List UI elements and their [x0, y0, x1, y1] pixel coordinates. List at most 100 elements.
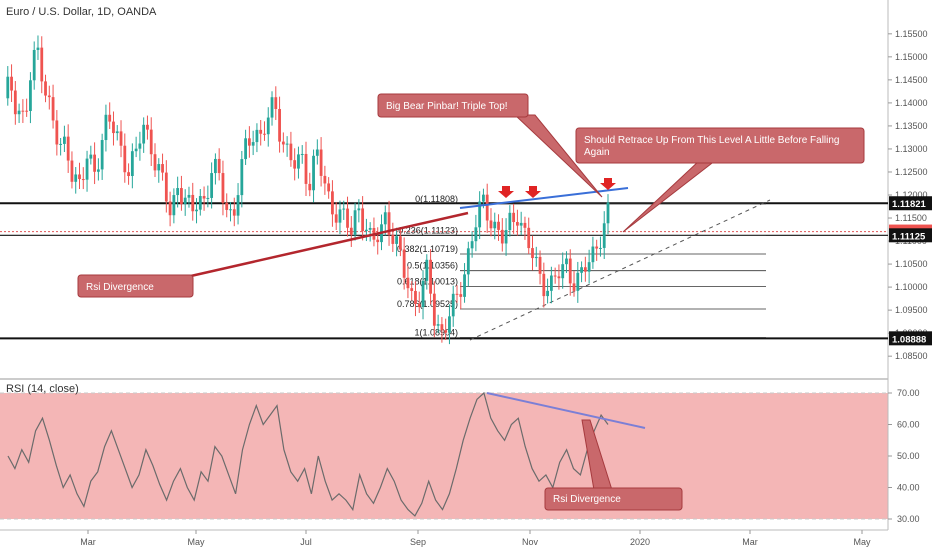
candle-body: [138, 143, 142, 149]
rsi-tick-label: 70.00: [897, 388, 920, 398]
candle-body: [304, 153, 308, 184]
candle-body: [217, 158, 221, 174]
price-tick-label: 1.11500: [895, 213, 927, 223]
candle-body: [29, 80, 32, 112]
chart-title: Euro / U.S. Dollar, 1D, OANDA: [6, 6, 157, 18]
candle-body: [89, 154, 93, 159]
candle-body: [123, 145, 127, 173]
candle-body: [161, 164, 164, 173]
candle-body: [172, 195, 176, 216]
candle-body: [395, 236, 398, 244]
candle-body: [59, 143, 63, 145]
callout-retrace-line-1: Should Retrace Up From This Level A Litt…: [584, 135, 840, 146]
fib-level-label: 1(1.08904): [414, 328, 458, 338]
candle-body: [232, 209, 236, 216]
candle-body: [240, 159, 244, 196]
candle-body: [512, 212, 516, 223]
price-tick-label: 1.09500: [895, 305, 928, 315]
candle-body: [402, 249, 406, 278]
candle-body: [112, 121, 115, 134]
fib-level-label: 0.236(1.11123): [398, 225, 458, 235]
candle-body: [153, 154, 157, 171]
candle-body: [485, 194, 489, 221]
candle-body: [266, 117, 270, 135]
candle-body: [534, 256, 538, 259]
candle-body: [195, 209, 198, 212]
top-arrow-1: [498, 186, 514, 198]
candle-body: [297, 154, 300, 169]
candle-body: [432, 293, 436, 326]
candle-body: [387, 212, 391, 235]
candle-body: [368, 227, 372, 230]
candle-body: [187, 194, 191, 198]
candle-body: [436, 324, 440, 326]
candle-body: [527, 227, 531, 249]
candle-body: [489, 220, 493, 229]
candle-body: [21, 110, 25, 112]
price-tick-label: 1.10500: [895, 259, 928, 269]
candle-body: [466, 248, 470, 275]
level-price-label: 1.08888: [892, 334, 926, 345]
level-price-box: [889, 331, 932, 346]
candle-body: [270, 97, 274, 118]
candle-body: [459, 294, 463, 297]
candle-body: [587, 262, 591, 272]
candle-body: [142, 124, 146, 144]
candle-body: [595, 246, 599, 249]
candle-body: [198, 196, 202, 210]
candle-body: [115, 131, 119, 134]
candle-body: [263, 133, 266, 135]
callout-retrace: Should Retrace Up From This Level A Litt…: [575, 127, 865, 233]
candle-body: [63, 136, 66, 144]
candle-body: [516, 222, 519, 226]
candle-body: [353, 210, 357, 235]
candle-body: [100, 140, 104, 170]
candle-body: [519, 222, 523, 226]
fib-level-label: 0(1.11808): [415, 194, 458, 204]
candle-body: [191, 194, 195, 212]
candle-body: [315, 149, 319, 156]
candle-body: [334, 214, 338, 223]
candle-body: [108, 114, 112, 122]
candle-body: [96, 169, 100, 172]
dashed-support-trendline: [469, 199, 771, 341]
candle-body: [583, 267, 587, 272]
candle-body: [10, 76, 13, 91]
candle-body: [202, 196, 206, 199]
rsi-tick-label: 60.00: [897, 420, 920, 430]
candle-body: [127, 172, 130, 177]
candle-body: [365, 229, 368, 232]
candle-body: [74, 174, 78, 182]
candle-body: [429, 259, 432, 294]
rsi-title: RSI (14, close): [6, 383, 79, 395]
candle-body: [538, 256, 542, 274]
candle-body: [504, 230, 508, 244]
candle-body: [104, 114, 108, 141]
triple-top-trendline: [459, 187, 629, 209]
candle-body: [85, 158, 89, 180]
candle-body: [357, 208, 361, 211]
candle-body: [78, 174, 81, 180]
candle-body: [410, 288, 414, 291]
level-price-label: 1.11821: [892, 199, 927, 210]
rsi-band: [0, 393, 888, 519]
candle-body: [81, 179, 85, 181]
candle-body: [157, 164, 161, 171]
candle-body: [319, 149, 323, 176]
candle-body: [259, 129, 263, 134]
candle-body: [70, 160, 74, 182]
time-tick-label: Nov: [522, 537, 539, 547]
candle-body: [349, 227, 353, 235]
candle-body: [206, 197, 210, 199]
level-price-label: 1.11125: [892, 231, 926, 242]
price-tick-label: 1.13000: [895, 144, 928, 154]
candle-body: [180, 188, 183, 205]
candle-body: [500, 229, 504, 244]
price-tick-label: 1.12500: [895, 167, 928, 177]
candle-body: [327, 183, 331, 192]
candle-body: [214, 158, 217, 174]
price-tick-label: 1.14000: [895, 98, 928, 108]
candle-body: [376, 239, 380, 243]
callout-rsi-divergence-rsi: Rsi Divergence: [544, 419, 683, 511]
candle-body: [576, 272, 580, 291]
